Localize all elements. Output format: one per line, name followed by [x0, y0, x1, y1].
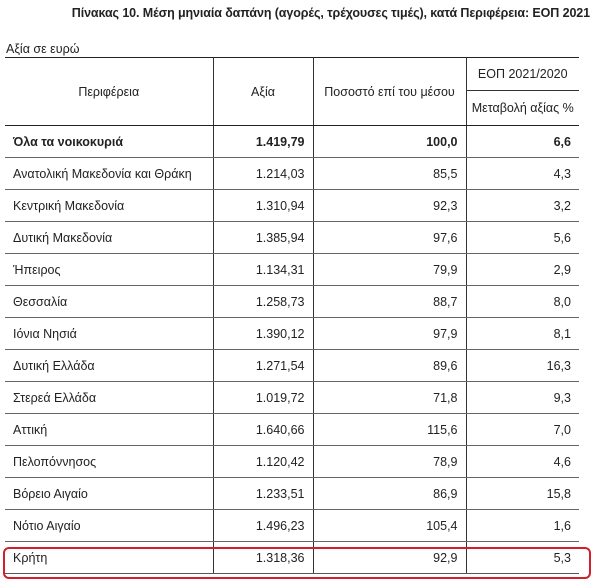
cell-pct: 89,6 [312, 349, 467, 382]
header-region: Περιφέρεια [5, 57, 214, 126]
cell-pct: 88,7 [312, 285, 467, 318]
table-row: Δυτική Ελλάδα 1.271,54 89,6 16,3 [5, 349, 579, 382]
cell-pct: 71,8 [312, 381, 467, 414]
cell-region: Κεντρική Μακεδονία [5, 189, 214, 222]
cell-value: 1.419,79 [212, 125, 314, 158]
cell-pct: 97,9 [312, 317, 467, 350]
cell-region: Ήπειρος [5, 253, 214, 286]
cell-change: 4,6 [465, 445, 579, 478]
cell-change: 6,6 [465, 125, 579, 158]
cell-pct: 86,9 [312, 477, 467, 510]
cell-region: Ιόνια Νησιά [5, 317, 214, 350]
header-value: Αξία [212, 57, 314, 126]
cell-pct: 79,9 [312, 253, 467, 286]
cell-change: 1,6 [465, 509, 579, 542]
cell-region: Ανατολική Μακεδονία και Θράκη [5, 157, 214, 190]
cell-region: Νότιο Αιγαίο [5, 509, 214, 542]
cell-value: 1.271,54 [212, 349, 314, 382]
cell-region: Αττική [5, 413, 214, 446]
table-row: Ήπειρος 1.134,31 79,9 2,9 [5, 253, 579, 286]
cell-change: 8,1 [465, 317, 579, 350]
cell-region: Βόρειο Αιγαίο [5, 477, 214, 510]
cell-value: 1.385,94 [212, 221, 314, 254]
cell-pct: 115,6 [312, 413, 467, 446]
table-row-highlighted: Κρήτη 1.318,36 92,9 5,3 [5, 541, 579, 574]
cell-change: 16,3 [465, 349, 579, 382]
cell-value: 1.390,12 [212, 317, 314, 350]
cell-change: 9,3 [465, 381, 579, 414]
table-row: Ιόνια Νησιά 1.390,12 97,9 8,1 [5, 317, 579, 350]
table-row: Κεντρική Μακεδονία 1.310,94 92,3 3,2 [5, 189, 579, 222]
table-row: Νότιο Αιγαίο 1.496,23 105,4 1,6 [5, 509, 579, 542]
table-row: Στερεά Ελλάδα 1.019,72 71,8 9,3 [5, 381, 579, 414]
header-change: Μεταβολή αξίας % [466, 90, 579, 126]
header-pct-of-mean: Ποσοστό επί του μέσου [312, 57, 467, 126]
cell-value: 1.496,23 [212, 509, 314, 542]
cell-value: 1.640,66 [212, 413, 314, 446]
cell-value: 1.233,51 [212, 477, 314, 510]
cell-value: 1.214,03 [212, 157, 314, 190]
cell-value: 1.318,36 [212, 541, 314, 574]
cell-change: 3,2 [465, 189, 579, 222]
table-row: Πελοπόννησος 1.120,42 78,9 4,6 [5, 445, 579, 478]
cell-value: 1.258,73 [212, 285, 314, 318]
cell-pct: 78,9 [312, 445, 467, 478]
cell-value: 1.019,72 [212, 381, 314, 414]
cell-pct: 97,6 [312, 221, 467, 254]
header-group-eop: ΕΟΠ 2021/2020 [465, 57, 579, 91]
cell-change: 8,0 [465, 285, 579, 318]
cell-region: Θεσσαλία [5, 285, 214, 318]
cell-region: Στερεά Ελλάδα [5, 381, 214, 414]
cell-pct: 92,9 [312, 541, 467, 574]
cell-region: Όλα τα νοικοκυριά [5, 125, 214, 158]
cell-value: 1.120,42 [212, 445, 314, 478]
cell-pct: 100,0 [312, 125, 467, 158]
cell-region: Πελοπόννησος [5, 445, 214, 478]
table-row: Θεσσαλία 1.258,73 88,7 8,0 [5, 285, 579, 318]
table-row: Αττική 1.640,66 115,6 7,0 [5, 413, 579, 446]
cell-change: 5,6 [465, 221, 579, 254]
table-row-total: Όλα τα νοικοκυριά 1.419,79 100,0 6,6 [5, 125, 579, 158]
cell-change: 5,3 [465, 541, 579, 574]
table-title: Πίνακας 10. Μέση μηνιαία δαπάνη (αγορές,… [71, 6, 590, 20]
table-row: Ανατολική Μακεδονία και Θράκη 1.214,03 8… [5, 157, 579, 190]
cell-pct: 105,4 [312, 509, 467, 542]
table-row: Βόρειο Αιγαίο 1.233,51 86,9 15,8 [5, 477, 579, 510]
cell-region: Κρήτη [5, 541, 214, 574]
cell-value: 1.134,31 [212, 253, 314, 286]
cell-change: 2,9 [465, 253, 579, 286]
expenditure-table: Περιφέρεια Αξία Ποσοστό επί του μέσου ΕΟ… [5, 57, 579, 574]
cell-pct: 85,5 [312, 157, 467, 190]
cell-value: 1.310,94 [212, 189, 314, 222]
cell-change: 4,3 [465, 157, 579, 190]
cell-region: Δυτική Μακεδονία [5, 221, 214, 254]
cell-change: 15,8 [465, 477, 579, 510]
cell-region: Δυτική Ελλάδα [5, 349, 214, 382]
cell-change: 7,0 [465, 413, 579, 446]
table-row: Δυτική Μακεδονία 1.385,94 97,6 5,6 [5, 221, 579, 254]
unit-label: Αξία σε ευρώ [6, 42, 80, 56]
cell-pct: 92,3 [312, 189, 467, 222]
